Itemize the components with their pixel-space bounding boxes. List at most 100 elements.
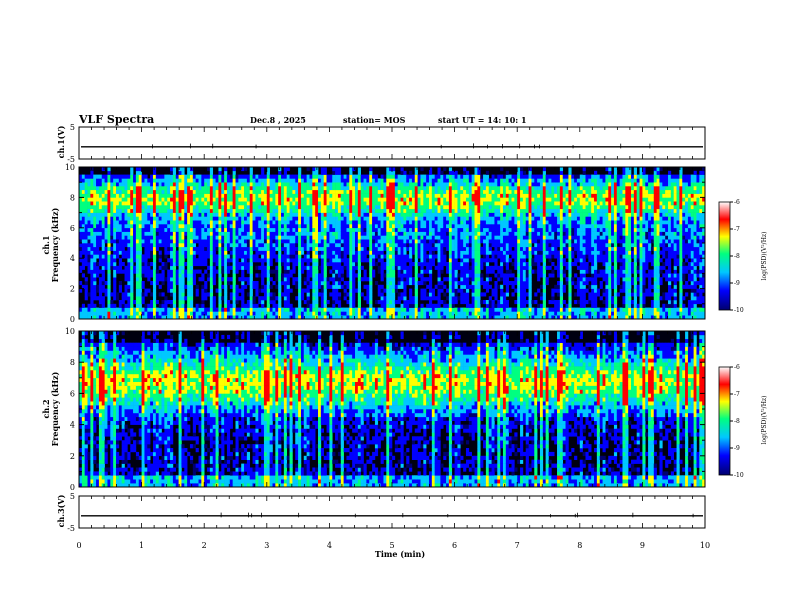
spectrogram-cell [298, 213, 301, 217]
spectrogram-cell [432, 262, 435, 266]
spectrogram-cell [307, 243, 310, 247]
spectrogram-cell [93, 243, 96, 247]
spectrogram-cell [150, 213, 153, 217]
spectrogram-cell [307, 220, 310, 224]
spectrogram-cell [375, 247, 378, 251]
spectrogram-cell [253, 285, 256, 289]
spectrogram-cell [460, 186, 463, 190]
spectrogram-cell [329, 270, 332, 274]
spectrogram-cell [218, 258, 221, 262]
spectrogram-cell [272, 178, 275, 182]
spectrogram-cell [144, 216, 147, 220]
spectrogram-cell [253, 258, 256, 262]
spectrogram-cell [364, 270, 367, 274]
spectrogram-cell [438, 266, 441, 270]
spectrogram-cell [113, 281, 116, 285]
spectrogram-cell [176, 232, 179, 236]
spectrogram-cell [344, 209, 347, 213]
spectrogram-cell [298, 262, 301, 266]
spectrogram-cell [136, 304, 139, 308]
spectrogram-cell [253, 216, 256, 220]
spectrogram-cell [107, 235, 110, 239]
spectrogram-cell [315, 270, 318, 274]
spectrogram-cell [327, 209, 330, 213]
spectrogram-cell [426, 194, 429, 198]
spectrogram-cell [349, 205, 352, 209]
spectrogram-cell [193, 175, 196, 179]
spectrogram-cell [150, 243, 153, 247]
spectrogram-cell [90, 197, 93, 201]
spectrogram-cell [221, 247, 224, 251]
spectrogram-cell [309, 197, 312, 201]
spectrogram-cell [99, 289, 102, 293]
spectrogram-cell [378, 228, 381, 232]
spectrogram-cell [187, 194, 190, 198]
spectrogram-cell [116, 201, 119, 205]
spectrogram-cell [207, 201, 210, 205]
spectrogram-cell [418, 205, 421, 209]
spectrogram-cell [383, 194, 386, 198]
spectrogram-cell [85, 281, 88, 285]
spectrogram-cell [304, 186, 307, 190]
spectrogram-cell [253, 254, 256, 258]
spectrogram-cell [227, 308, 230, 312]
spectrogram-cell [110, 205, 113, 209]
spectrogram-cell [395, 213, 398, 217]
spectrogram-cell [224, 243, 227, 247]
spectrogram-cell [156, 190, 159, 194]
spectrogram-cell [90, 167, 93, 171]
spectrogram-cell [127, 182, 130, 186]
spectrogram-cell [375, 220, 378, 224]
spectrogram-cell [287, 194, 290, 198]
spectrogram-cell [250, 197, 253, 201]
spectrogram-cell [301, 296, 304, 300]
spectrogram-cell [395, 175, 398, 179]
spectrogram-cell [460, 311, 463, 315]
spectrogram-cell [127, 266, 130, 270]
spectrogram-cell [475, 216, 478, 220]
spectrogram-cell [401, 258, 404, 262]
spectrogram-cell [224, 167, 227, 171]
spectrogram-cell [82, 213, 85, 217]
spectrogram-cell [375, 232, 378, 236]
spectrogram-cell [210, 194, 213, 198]
spectrogram-cell [147, 243, 150, 247]
spectrogram-cell [403, 281, 406, 285]
spectrogram-cell [119, 186, 122, 190]
spectrogram-cell [318, 182, 321, 186]
spectrogram-cell [224, 175, 227, 179]
spectrogram-cell [418, 251, 421, 255]
spectrogram-cell [264, 228, 267, 232]
spectrogram-cell [389, 266, 392, 270]
spectrogram-cell [383, 190, 386, 194]
spectrogram-cell [312, 300, 315, 304]
spectrogram-cell [335, 209, 338, 213]
spectrogram-cell [369, 266, 372, 270]
spectrogram-cell [366, 194, 369, 198]
spectrogram-cell [381, 285, 384, 289]
spectrogram-cell [213, 201, 216, 205]
spectrogram-cell [278, 270, 281, 274]
spectrogram-cell [255, 311, 258, 315]
spectrogram-cell [457, 247, 460, 251]
spectrogram-cell [412, 201, 415, 205]
spectrogram-cell [463, 201, 466, 205]
spectrogram-cell [107, 190, 110, 194]
spectrogram-cell [281, 277, 284, 281]
spectrogram-cell [201, 178, 204, 182]
spectrogram-cell [105, 254, 108, 258]
spectrogram-cell [312, 194, 315, 198]
spectrogram-cell [119, 197, 122, 201]
spectrogram-cell [122, 232, 125, 236]
spectrogram-cell [88, 262, 91, 266]
spectrogram-cell [278, 262, 281, 266]
spectrogram-cell [355, 220, 358, 224]
spectrogram-cell [156, 194, 159, 198]
spectrogram-cell [144, 308, 147, 312]
spectrogram-cell [338, 216, 341, 220]
spectrogram-cell [221, 311, 224, 315]
spectrogram-cell [102, 190, 105, 194]
spectrogram-cell [247, 277, 250, 281]
spectrogram-cell [190, 285, 193, 289]
spectrogram-cell [210, 197, 213, 201]
